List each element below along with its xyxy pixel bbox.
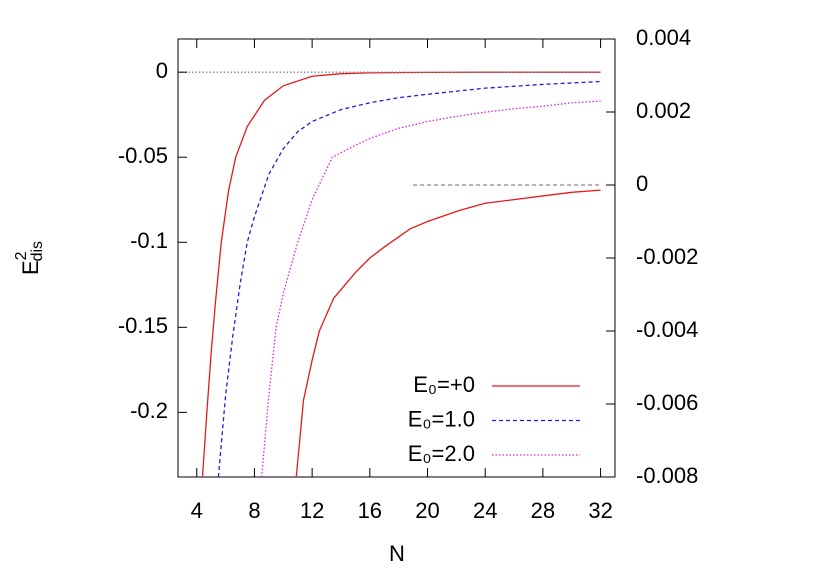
x-tick-label: 12 <box>300 498 324 523</box>
y-label-sub: dis <box>29 241 46 261</box>
y-label-sup: 2 <box>13 251 30 260</box>
y-tick-label: 0 <box>156 58 168 83</box>
line-series <box>201 71 601 477</box>
y2-tick-label: 0.002 <box>636 98 691 123</box>
x-tick-label: 32 <box>588 498 612 523</box>
y2-tick-label: 0.004 <box>636 25 691 50</box>
legend-label: E₀=+0 <box>413 372 475 397</box>
y-tick-label: -0.2 <box>130 398 168 423</box>
y-tick-label: -0.05 <box>118 143 168 168</box>
y2-tick-label: -0.006 <box>636 390 698 415</box>
x-tick-label: 20 <box>415 498 439 523</box>
line-series <box>295 189 601 477</box>
x-tick-label: 16 <box>358 498 382 523</box>
y-tick-label: -0.1 <box>130 228 168 253</box>
x-tick-label: 8 <box>248 498 260 523</box>
y-tick-label: -0.15 <box>118 313 168 338</box>
x-tick-label: 24 <box>473 498 497 523</box>
line-series <box>261 100 601 477</box>
y2-tick-label: -0.002 <box>636 244 698 269</box>
y-axis-label: E2dis <box>13 241 46 275</box>
x-tick-label: 28 <box>531 498 555 523</box>
line-series <box>217 80 601 477</box>
x-axis-label: N <box>389 541 405 566</box>
y-label-base: E <box>18 260 43 275</box>
plot-frame <box>177 38 616 478</box>
legend-label: E₀=1.0 <box>408 406 475 431</box>
y2-tick-label: -0.008 <box>636 463 698 488</box>
legend-label: E₀=2.0 <box>408 441 475 466</box>
y2-tick-label: 0 <box>636 171 648 196</box>
x-tick-label: 4 <box>191 498 203 523</box>
plot-area <box>178 71 601 477</box>
y2-tick-label: -0.004 <box>636 317 698 342</box>
